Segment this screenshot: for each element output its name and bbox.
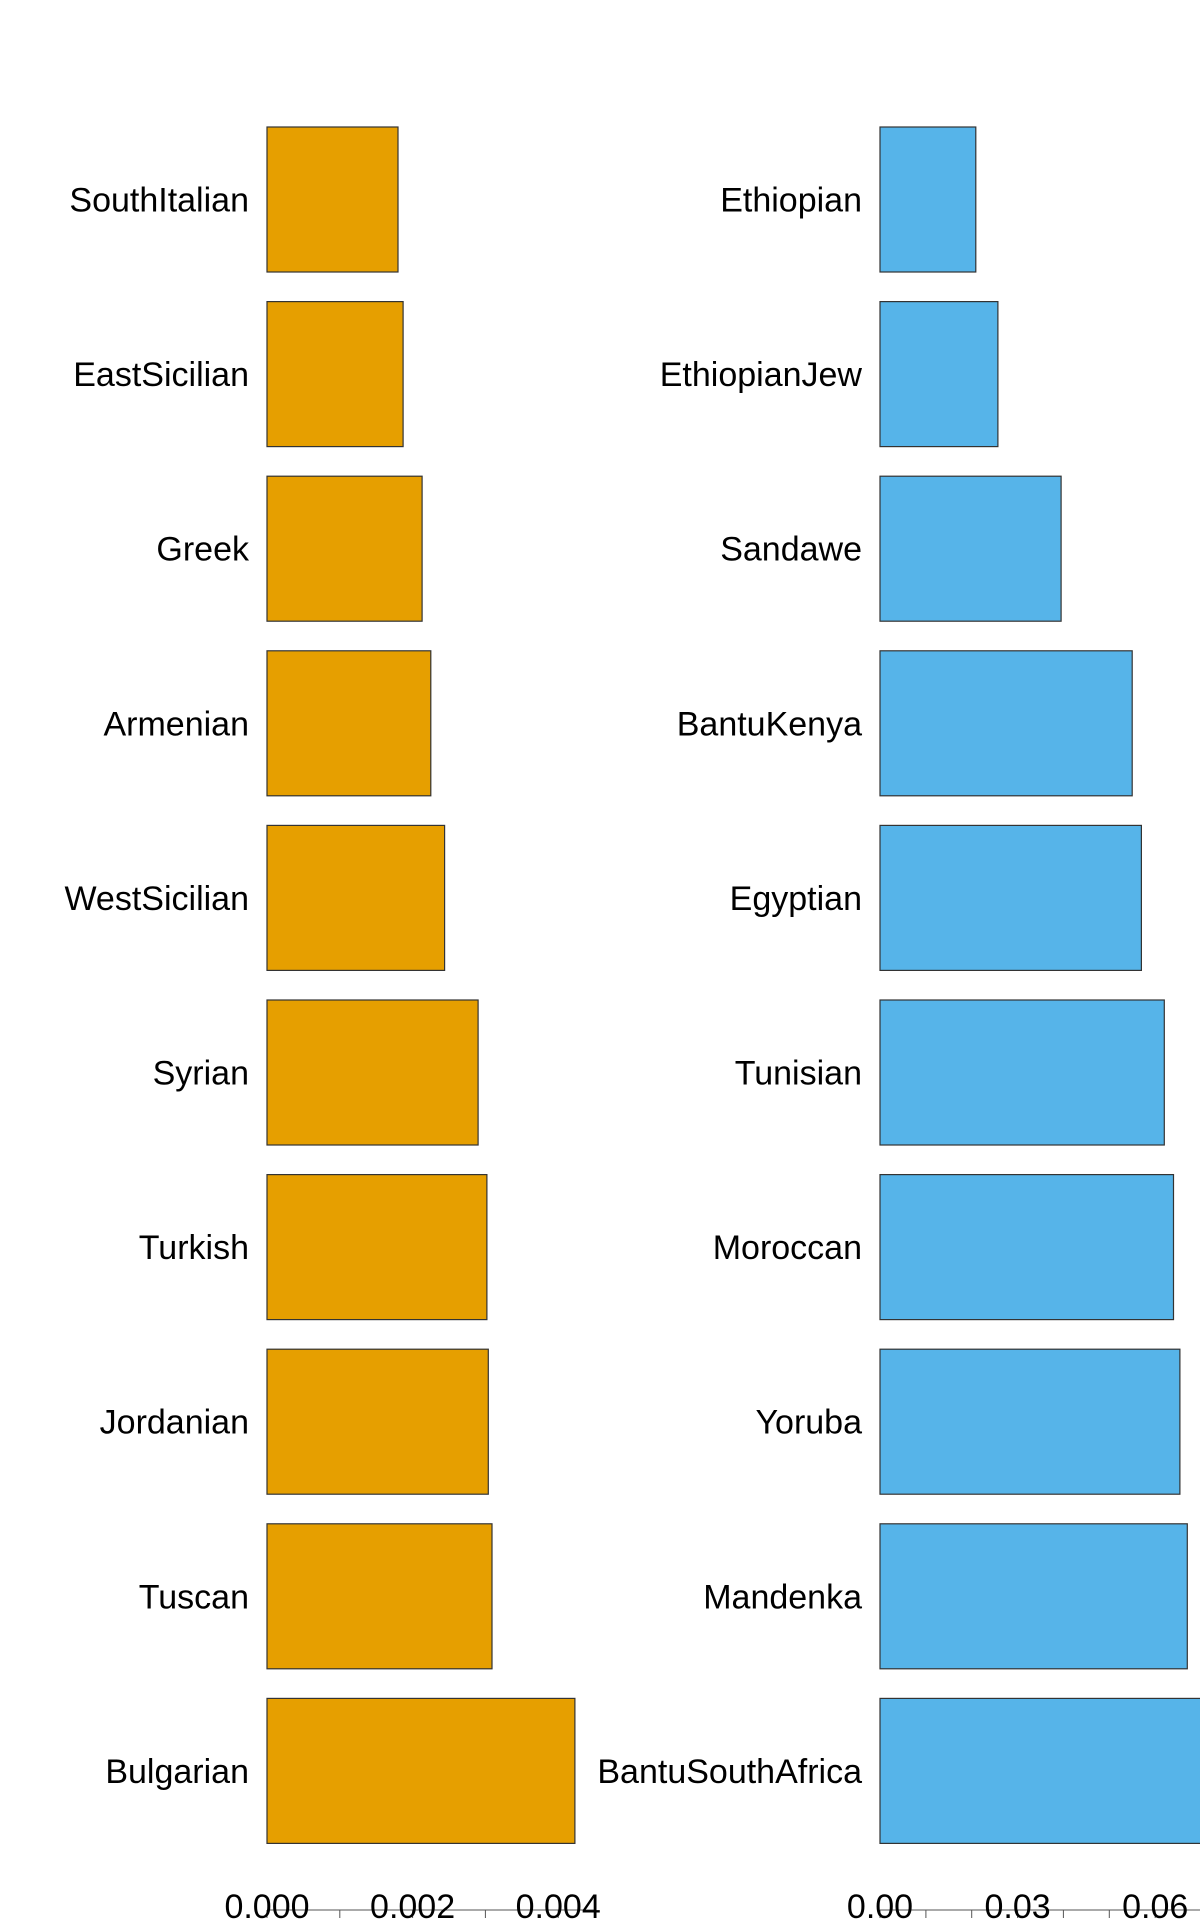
- left-category-label: Syrian: [153, 1055, 249, 1093]
- right-bar-yoruba: [879, 1348, 1181, 1495]
- left-category-label: Turkish: [139, 1229, 249, 1267]
- right-bar-bantusouthafrica: [879, 1697, 1200, 1845]
- right-x-tick-label: 0.03: [985, 1888, 1051, 1920]
- left-bar-tuscan: [266, 1523, 493, 1670]
- right-category-label: Tunisian: [735, 1055, 862, 1093]
- right-bar-moroccan: [879, 1173, 1175, 1321]
- left-bar-bulgarian: [266, 1697, 576, 1845]
- right-bar-sandawe: [879, 475, 1062, 622]
- right-category-label: Yoruba: [755, 1404, 862, 1442]
- right-bar-mandenka: [879, 1523, 1188, 1670]
- right-category-label: Moroccan: [713, 1229, 862, 1267]
- left-category-label: Armenian: [103, 705, 249, 743]
- right-category-label: Mandenka: [703, 1578, 862, 1616]
- left-category-label: EastSicilian: [73, 356, 249, 394]
- left-x-tick-label: 0.004: [516, 1888, 601, 1920]
- right-category-label: BantuKenya: [677, 705, 862, 743]
- left-bar-eastsicilian: [266, 301, 404, 448]
- right-x-tick-label: 0.06: [1122, 1888, 1188, 1920]
- left-bar-turkish: [266, 1173, 488, 1321]
- right-category-label: Ethiopian: [720, 182, 862, 220]
- left-category-label: Greek: [156, 531, 250, 569]
- right-x-tick-label: 0.00: [847, 1888, 913, 1920]
- left-x-tick-label: 0.000: [224, 1888, 309, 1920]
- left-category-label: WestSicilian: [64, 880, 249, 918]
- left-bar-armenian: [266, 650, 432, 797]
- left-category-label: SouthItalian: [69, 182, 249, 220]
- right-bar-ethiopian: [879, 126, 977, 273]
- left-bar-westsicilian: [266, 824, 446, 972]
- left-bar-southitalian: [266, 126, 399, 273]
- right-bar-ethiopianjew: [879, 301, 999, 448]
- right-bar-tunisian: [879, 999, 1165, 1146]
- left-category-label: Jordanian: [100, 1404, 249, 1442]
- right-bar-bantukenya: [879, 650, 1133, 797]
- left-bar-syrian: [266, 999, 479, 1146]
- right-panel: Ethiopian EthiopianJew Sandawe BantuKenya Eg…: [597, 126, 1200, 1925]
- right-category-label: EthiopianJew: [660, 356, 863, 394]
- right-category-label: BantuSouthAfrica: [597, 1753, 862, 1791]
- left-bar-jordanian: [266, 1348, 489, 1495]
- left-panel: SouthItalian EastSicilian Greek Armenian Wes…: [64, 126, 601, 1925]
- right-category-label: Sandawe: [720, 531, 862, 569]
- right-bar-egyptian: [879, 824, 1142, 972]
- left-x-tick-label: 0.002: [370, 1888, 455, 1920]
- left-category-label: Tuscan: [139, 1578, 249, 1616]
- left-bar-greek: [266, 475, 423, 622]
- left-category-label: Bulgarian: [105, 1753, 249, 1791]
- right-category-label: Egyptian: [730, 880, 862, 918]
